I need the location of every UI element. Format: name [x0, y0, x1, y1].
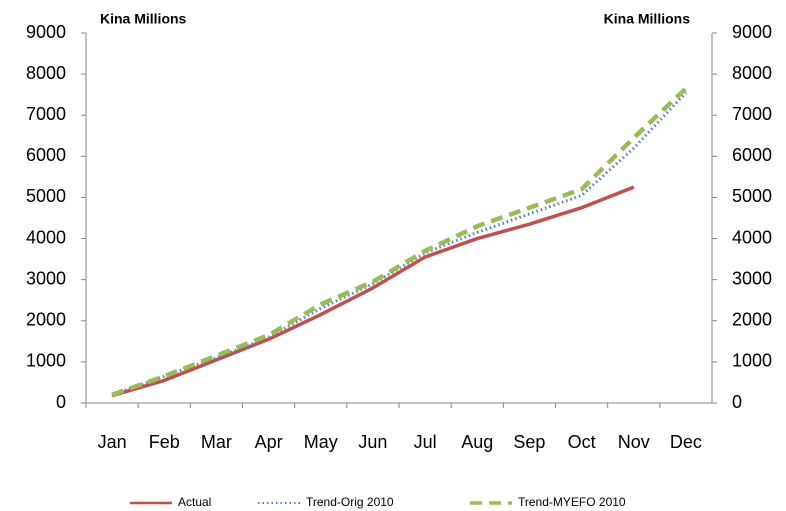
- y-tick-label: 0: [56, 392, 66, 412]
- x-tick-label: Dec: [670, 432, 702, 452]
- x-tick-label: Oct: [568, 432, 596, 452]
- y-tick-label: 7000: [26, 104, 66, 124]
- y2-tick-label: 8000: [732, 63, 772, 83]
- y-tick-label: 9000: [26, 22, 66, 42]
- y-tick-label: 6000: [26, 145, 66, 165]
- y-tick-label: 3000: [26, 268, 66, 288]
- y-tick-label: 2000: [26, 310, 66, 330]
- series-line: [111, 91, 688, 397]
- legend-label: Trend-Orig 2010: [306, 495, 394, 509]
- legend-label: Trend-MYEFO 2010: [518, 495, 626, 509]
- x-tick-label: Jun: [358, 432, 387, 452]
- x-tick-label: Jul: [414, 432, 437, 452]
- y2-tick-label: 5000: [732, 186, 772, 206]
- x-tick-label: Nov: [618, 432, 650, 452]
- y2-tick-label: 4000: [732, 227, 772, 247]
- y2-tick-label: 0: [732, 392, 742, 412]
- y2-tick-label: 6000: [732, 145, 772, 165]
- y-tick-label: 8000: [26, 63, 66, 83]
- y2-tick-label: 9000: [732, 22, 772, 42]
- x-tick-label: Apr: [255, 432, 283, 452]
- y-tick-label: 1000: [26, 351, 66, 371]
- series-line: [111, 185, 635, 398]
- y2-tick-label: 3000: [732, 268, 772, 288]
- y2-axis-label: Kina Millions: [604, 11, 691, 27]
- x-tick-label: Jan: [98, 432, 127, 452]
- y2-tick-label: 2000: [732, 310, 772, 330]
- x-tick-label: Feb: [149, 432, 180, 452]
- y-tick-label: 5000: [26, 186, 66, 206]
- x-tick-label: Aug: [461, 432, 493, 452]
- y-tick-label: 4000: [26, 227, 66, 247]
- y2-tick-label: 1000: [732, 351, 772, 371]
- legend-label: Actual: [178, 495, 211, 509]
- x-tick-label: Mar: [201, 432, 232, 452]
- y2-tick-label: 7000: [732, 104, 772, 124]
- x-tick-label: Sep: [513, 432, 545, 452]
- y-axis-label: Kina Millions: [100, 11, 187, 27]
- x-tick-label: May: [304, 432, 338, 452]
- series-line: [111, 86, 688, 397]
